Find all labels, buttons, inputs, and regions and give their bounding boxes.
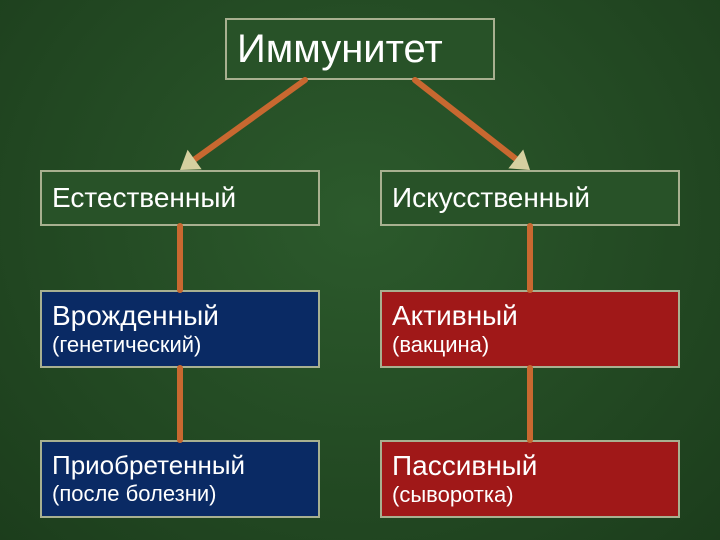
node-active-title: Активный bbox=[392, 300, 668, 332]
node-innate: Врожденный(генетический) bbox=[40, 290, 320, 368]
node-artificial-title: Искусственный bbox=[392, 182, 668, 214]
node-root-title: Иммунитет bbox=[237, 26, 483, 72]
node-active-sub: (вакцина) bbox=[392, 332, 668, 357]
arrowhead-icon bbox=[180, 150, 202, 170]
node-root: Иммунитет bbox=[225, 18, 495, 80]
node-active: Активный(вакцина) bbox=[380, 290, 680, 368]
node-passive-sub: (сыворотка) bbox=[392, 482, 668, 507]
node-natural: Естественный bbox=[40, 170, 320, 226]
node-passive: Пассивный(сыворотка) bbox=[380, 440, 680, 518]
node-acquired-title: Приобретенный bbox=[52, 451, 308, 481]
node-innate-sub: (генетический) bbox=[52, 332, 308, 357]
node-artificial: Искусственный bbox=[380, 170, 680, 226]
diagram-stage: Иммунитет Естественный Искусственный Врожде… bbox=[0, 0, 720, 540]
node-passive-title: Пассивный bbox=[392, 450, 668, 482]
node-acquired-sub: (после болезни) bbox=[52, 481, 308, 506]
node-acquired: Приобретенный(после болезни) bbox=[40, 440, 320, 518]
node-natural-title: Естественный bbox=[52, 182, 308, 214]
node-innate-title: Врожденный bbox=[52, 300, 308, 332]
arrowhead-icon bbox=[508, 149, 530, 170]
